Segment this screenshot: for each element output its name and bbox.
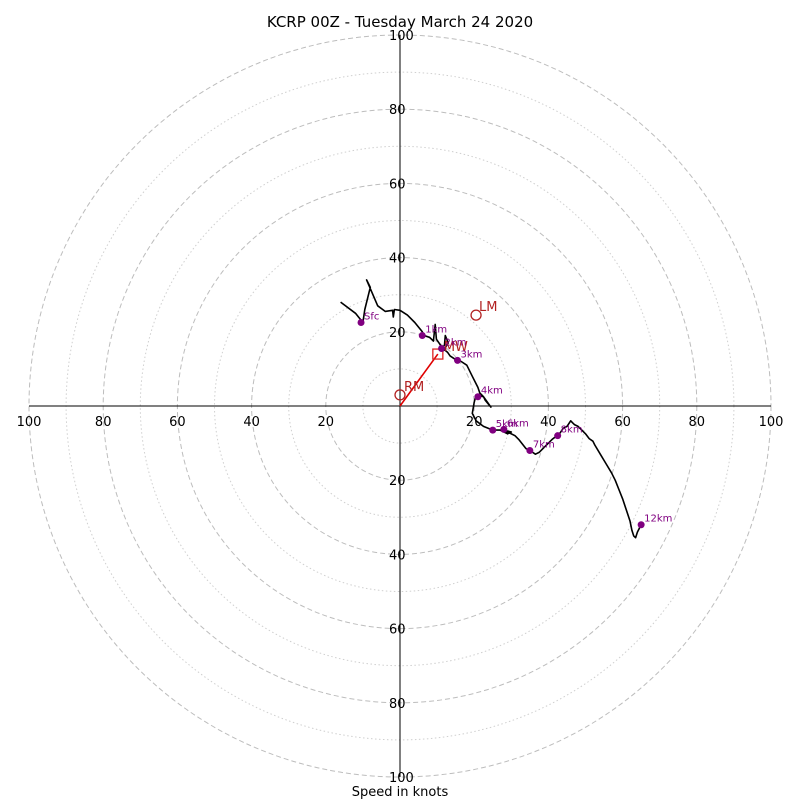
y-tick-label: 60 xyxy=(389,623,406,638)
height-marker-label: 1km xyxy=(425,325,447,336)
x-tick-label: 60 xyxy=(169,415,186,430)
height-marker-label: 7km xyxy=(533,440,555,451)
mean-wind-label: MW xyxy=(444,340,468,355)
height-marker-dot xyxy=(500,425,508,433)
mean-wind-marker xyxy=(432,348,444,360)
height-marker-dot xyxy=(526,447,534,455)
height-marker-label: Sfc xyxy=(364,312,379,323)
right-mover-marker xyxy=(394,389,406,401)
height-marker-label: 2km xyxy=(445,337,467,348)
y-tick-label: 80 xyxy=(389,697,406,712)
x-axis-label: Speed in knots xyxy=(352,785,449,800)
left-mover-marker xyxy=(470,309,482,321)
left-mover-label: LM xyxy=(479,300,497,315)
x-tick-label: 80 xyxy=(95,415,112,430)
height-marker-dot xyxy=(454,356,462,364)
right-mover-label: RM xyxy=(404,380,424,395)
x-tick-label: 100 xyxy=(759,415,784,430)
height-marker-label: 6km xyxy=(507,418,529,429)
x-tick-label: 20 xyxy=(466,415,483,430)
x-tick-label: 40 xyxy=(243,415,260,430)
y-tick-label: 100 xyxy=(389,771,414,786)
x-tick-label: 80 xyxy=(689,415,706,430)
y-tick-label: 40 xyxy=(389,548,406,563)
x-tick-label: 40 xyxy=(540,415,557,430)
height-marker-dot xyxy=(438,344,446,352)
height-marker-label: 12km xyxy=(644,514,672,525)
chart-title: KCRP 00Z - Tuesday March 24 2020 xyxy=(267,13,533,31)
height-marker-label: 8km xyxy=(561,425,583,436)
height-marker-label: 4km xyxy=(481,386,503,397)
height-marker-dot xyxy=(418,332,426,340)
hodograph-line xyxy=(340,279,642,539)
height-marker-label: 5km xyxy=(496,419,518,430)
height-marker-dot xyxy=(489,426,497,434)
y-tick-label: 40 xyxy=(389,252,406,267)
y-tick-label: 80 xyxy=(389,103,406,118)
storm-motion-markers: MW RM LM xyxy=(394,300,498,407)
x-tick-label: 60 xyxy=(614,415,631,430)
height-marker-dot xyxy=(474,393,482,401)
tick-labels: 100 80 60 40 20 20 40 60 80 100 100 80 60 40 20 20 40 60 8… xyxy=(17,29,784,786)
height-marker-dot xyxy=(554,432,562,440)
x-tick-label: 100 xyxy=(17,415,42,430)
y-tick-label: 60 xyxy=(389,177,406,192)
y-tick-label: 20 xyxy=(389,474,406,489)
mean-wind-vector xyxy=(399,353,439,407)
hodograph-trace xyxy=(340,279,642,539)
x-tick-label: 20 xyxy=(318,415,335,430)
height-marker-label: 3km xyxy=(461,349,483,360)
height-marker-dot xyxy=(357,319,365,327)
y-tick-label: 100 xyxy=(389,29,414,44)
y-tick-label: 20 xyxy=(389,326,406,341)
height-marker-dot xyxy=(637,521,645,529)
